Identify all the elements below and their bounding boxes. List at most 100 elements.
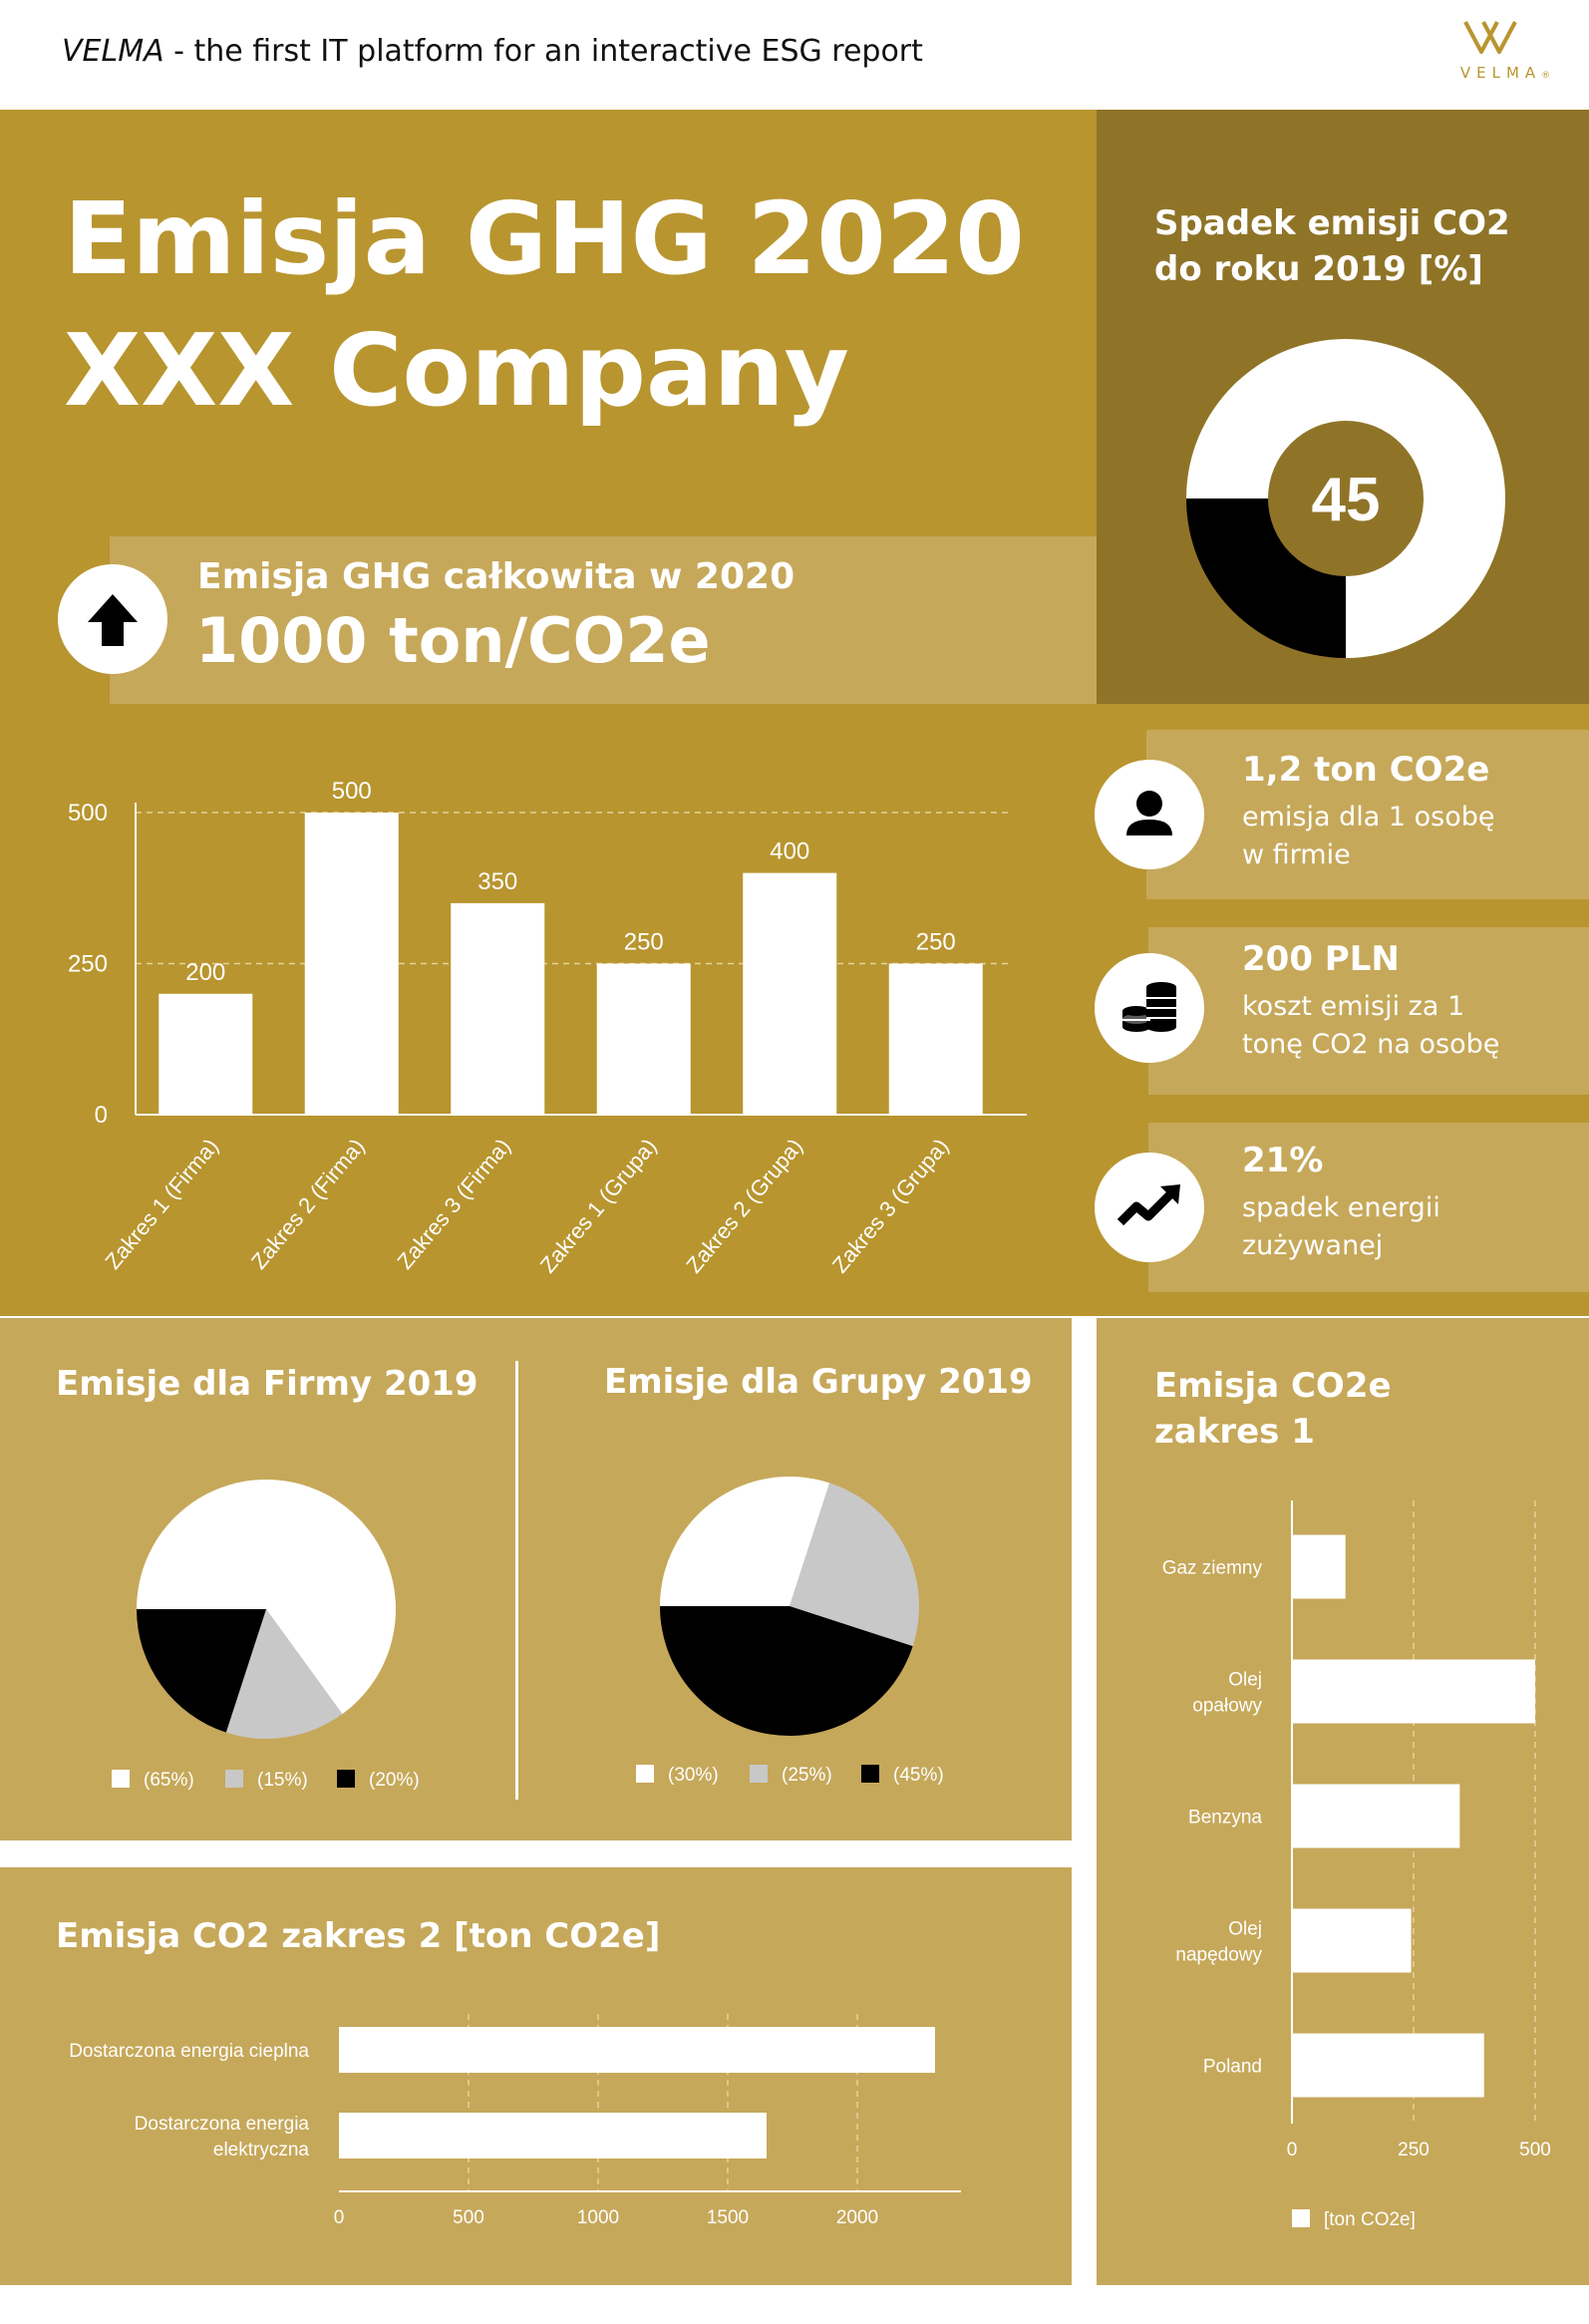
scope1-category-label: Olej	[1228, 1919, 1262, 1940]
ghg-y-tick-label: 500	[68, 800, 108, 827]
scope1-bar	[1292, 1659, 1535, 1724]
ghg-bar	[888, 963, 983, 1115]
pie-legend-label: (15%)	[257, 1770, 308, 1791]
ghg-bar	[596, 963, 691, 1115]
decline-title-line2: do roku 2019 [%]	[1154, 249, 1483, 289]
page-title-line1: Emisja GHG 2020	[64, 180, 1025, 297]
total-emission-box	[110, 536, 1097, 704]
scope2-x-tick-label: 500	[453, 2207, 484, 2228]
stat-description-line1: emisja dla 1 osobę	[1242, 802, 1495, 832]
stat-description-line1: spadek energii	[1242, 1192, 1440, 1223]
pie-grupa-chart: (30%) (25%) (45%)	[636, 1477, 944, 1786]
ghg-bar	[743, 872, 837, 1115]
scope2-category-label: elektryczna	[213, 2140, 310, 2160]
logo-text: VELMA®	[1459, 64, 1551, 82]
pie-slice	[660, 1606, 913, 1736]
scope1-x-tick-label: 0	[1287, 2140, 1298, 2160]
ghg-data-label: 200	[185, 959, 225, 986]
scope1-title-line1: Emisja CO2e	[1154, 1366, 1392, 1406]
scope2-x-tick-label: 1000	[577, 2207, 619, 2228]
scope2-x-tick-label: 0	[334, 2207, 345, 2228]
scope1-x-tick-label: 250	[1398, 2140, 1430, 2160]
stat-description-line2: zużywanej	[1242, 1230, 1384, 1261]
scope1-bar	[1292, 1784, 1460, 1848]
scope1-category-label: Benzyna	[1188, 1808, 1262, 1828]
stat-box	[1148, 927, 1589, 1095]
scope1-category-label: Olej	[1228, 1670, 1262, 1691]
pie-legend-swatch	[861, 1765, 879, 1783]
scope1-bar-chart: 0 250 500 Gaz ziemny Olej opałowy Benzyna Olej n…	[1162, 1500, 1551, 2230]
ghg-data-label: 500	[332, 778, 372, 805]
ghg-category-label: Zakres 1 (Grupa)	[535, 1134, 662, 1277]
stat-description-line1: koszt emisji za 1	[1242, 991, 1465, 1022]
header-tagline: VELMA - the first IT platform for an int…	[62, 34, 923, 69]
ghg-category-label: Zakres 3 (Firma)	[392, 1134, 515, 1274]
ghg-category-label: Zakres 1 (Firma)	[100, 1134, 223, 1274]
pies-divider	[515, 1361, 518, 1800]
pie-legend-label: (20%)	[369, 1770, 420, 1791]
scope1-bar	[1292, 1534, 1346, 1599]
total-emission-value: 1000 ton/CO2e	[195, 604, 711, 677]
scope1-legend-swatch	[1292, 2209, 1310, 2227]
velma-logo: VELMA®	[1435, 10, 1565, 90]
scope1-category-label: napędowy	[1175, 1945, 1262, 1966]
decline-value: 45	[1312, 466, 1381, 534]
pie-slice	[137, 1609, 266, 1733]
scope2-category-label: Dostarczona energia cieplna	[69, 2041, 309, 2062]
scope2-x-tick-label: 1500	[707, 2207, 749, 2228]
stat-headline: 21%	[1242, 1141, 1324, 1180]
header-tagline-text: - the first IT platform for an interacti…	[163, 34, 923, 69]
ghg-y-tick-label: 250	[68, 951, 108, 978]
stat-description-line2: tonę CO2 na osobę	[1242, 1029, 1500, 1060]
ghg-data-label: 400	[770, 838, 809, 865]
decline-title-line1: Spadek emisji CO2	[1154, 203, 1510, 243]
ghg-category-label: Zakres 2 (Grupa)	[681, 1134, 807, 1277]
pie-legend-swatch	[750, 1765, 768, 1783]
pie-legend-swatch	[337, 1770, 355, 1788]
header-brand: VELMA	[62, 34, 164, 69]
pie-slice	[225, 1609, 343, 1739]
arrow-up-icon	[58, 564, 167, 674]
donut-hole	[1268, 421, 1424, 576]
pie-legend-label: (45%)	[893, 1765, 944, 1786]
ghg-category-label: Zakres 2 (Firma)	[246, 1134, 370, 1274]
ghg-bar	[159, 993, 253, 1115]
scope1-title-line2: zakres 1	[1154, 1412, 1315, 1452]
scope2-title: Emisja CO2 zakres 2 [ton CO2e]	[56, 1916, 661, 1956]
coins-icon	[1095, 953, 1204, 1063]
ghg-data-label: 350	[477, 868, 517, 895]
pie-legend-swatch	[636, 1765, 654, 1783]
scope1-x-tick-label: 500	[1519, 2140, 1551, 2160]
ghg-bar	[451, 902, 545, 1115]
stat-description-line2: w firmie	[1242, 839, 1351, 870]
person-icon	[1095, 760, 1204, 869]
pie-slice	[660, 1477, 830, 1606]
pie-grupa-title: Emisje dla Grupy 2019	[604, 1362, 1033, 1402]
stat-box	[1146, 730, 1589, 899]
ghg-data-label: 250	[916, 929, 956, 956]
ghg-category-label: Zakres 3 (Grupa)	[827, 1134, 954, 1277]
pie-legend-label: (65%)	[144, 1770, 194, 1791]
scope2-category-label: Dostarczona energia	[135, 2114, 310, 2135]
pie-legend-label: (25%)	[782, 1765, 832, 1786]
stat-box	[1148, 1123, 1589, 1292]
page-title-line2: XXX Company	[64, 312, 849, 429]
scope2-bar-chart: 0 500 1000 1500 2000 Dostarczona energia ciep…	[69, 2014, 961, 2228]
scope2-bar	[339, 2113, 767, 2158]
pie-legend-swatch	[225, 1770, 243, 1788]
pie-firma-title: Emisje dla Firmy 2019	[56, 1364, 478, 1404]
pie-slice	[790, 1483, 919, 1647]
scope1-legend-label: [ton CO2e]	[1324, 2209, 1416, 2230]
pie-legend-label: (30%)	[668, 1765, 719, 1786]
pie-slice	[137, 1480, 397, 1715]
scope2-x-tick-label: 2000	[836, 2207, 878, 2228]
scope1-category-label: opałowy	[1192, 1696, 1262, 1717]
stat-headline: 1,2 ton CO2e	[1242, 750, 1490, 790]
pie-firma-chart: (65%) (15%) (20%)	[112, 1480, 420, 1791]
scope2-panel	[0, 1867, 1072, 2285]
total-emission-label: Emisja GHG całkowita w 2020	[197, 556, 795, 597]
ghg-bar	[304, 813, 399, 1115]
scope1-category-label: Gaz ziemny	[1162, 1558, 1263, 1579]
decline-donut: 45	[1186, 339, 1505, 658]
pie-legend-swatch	[112, 1770, 130, 1788]
